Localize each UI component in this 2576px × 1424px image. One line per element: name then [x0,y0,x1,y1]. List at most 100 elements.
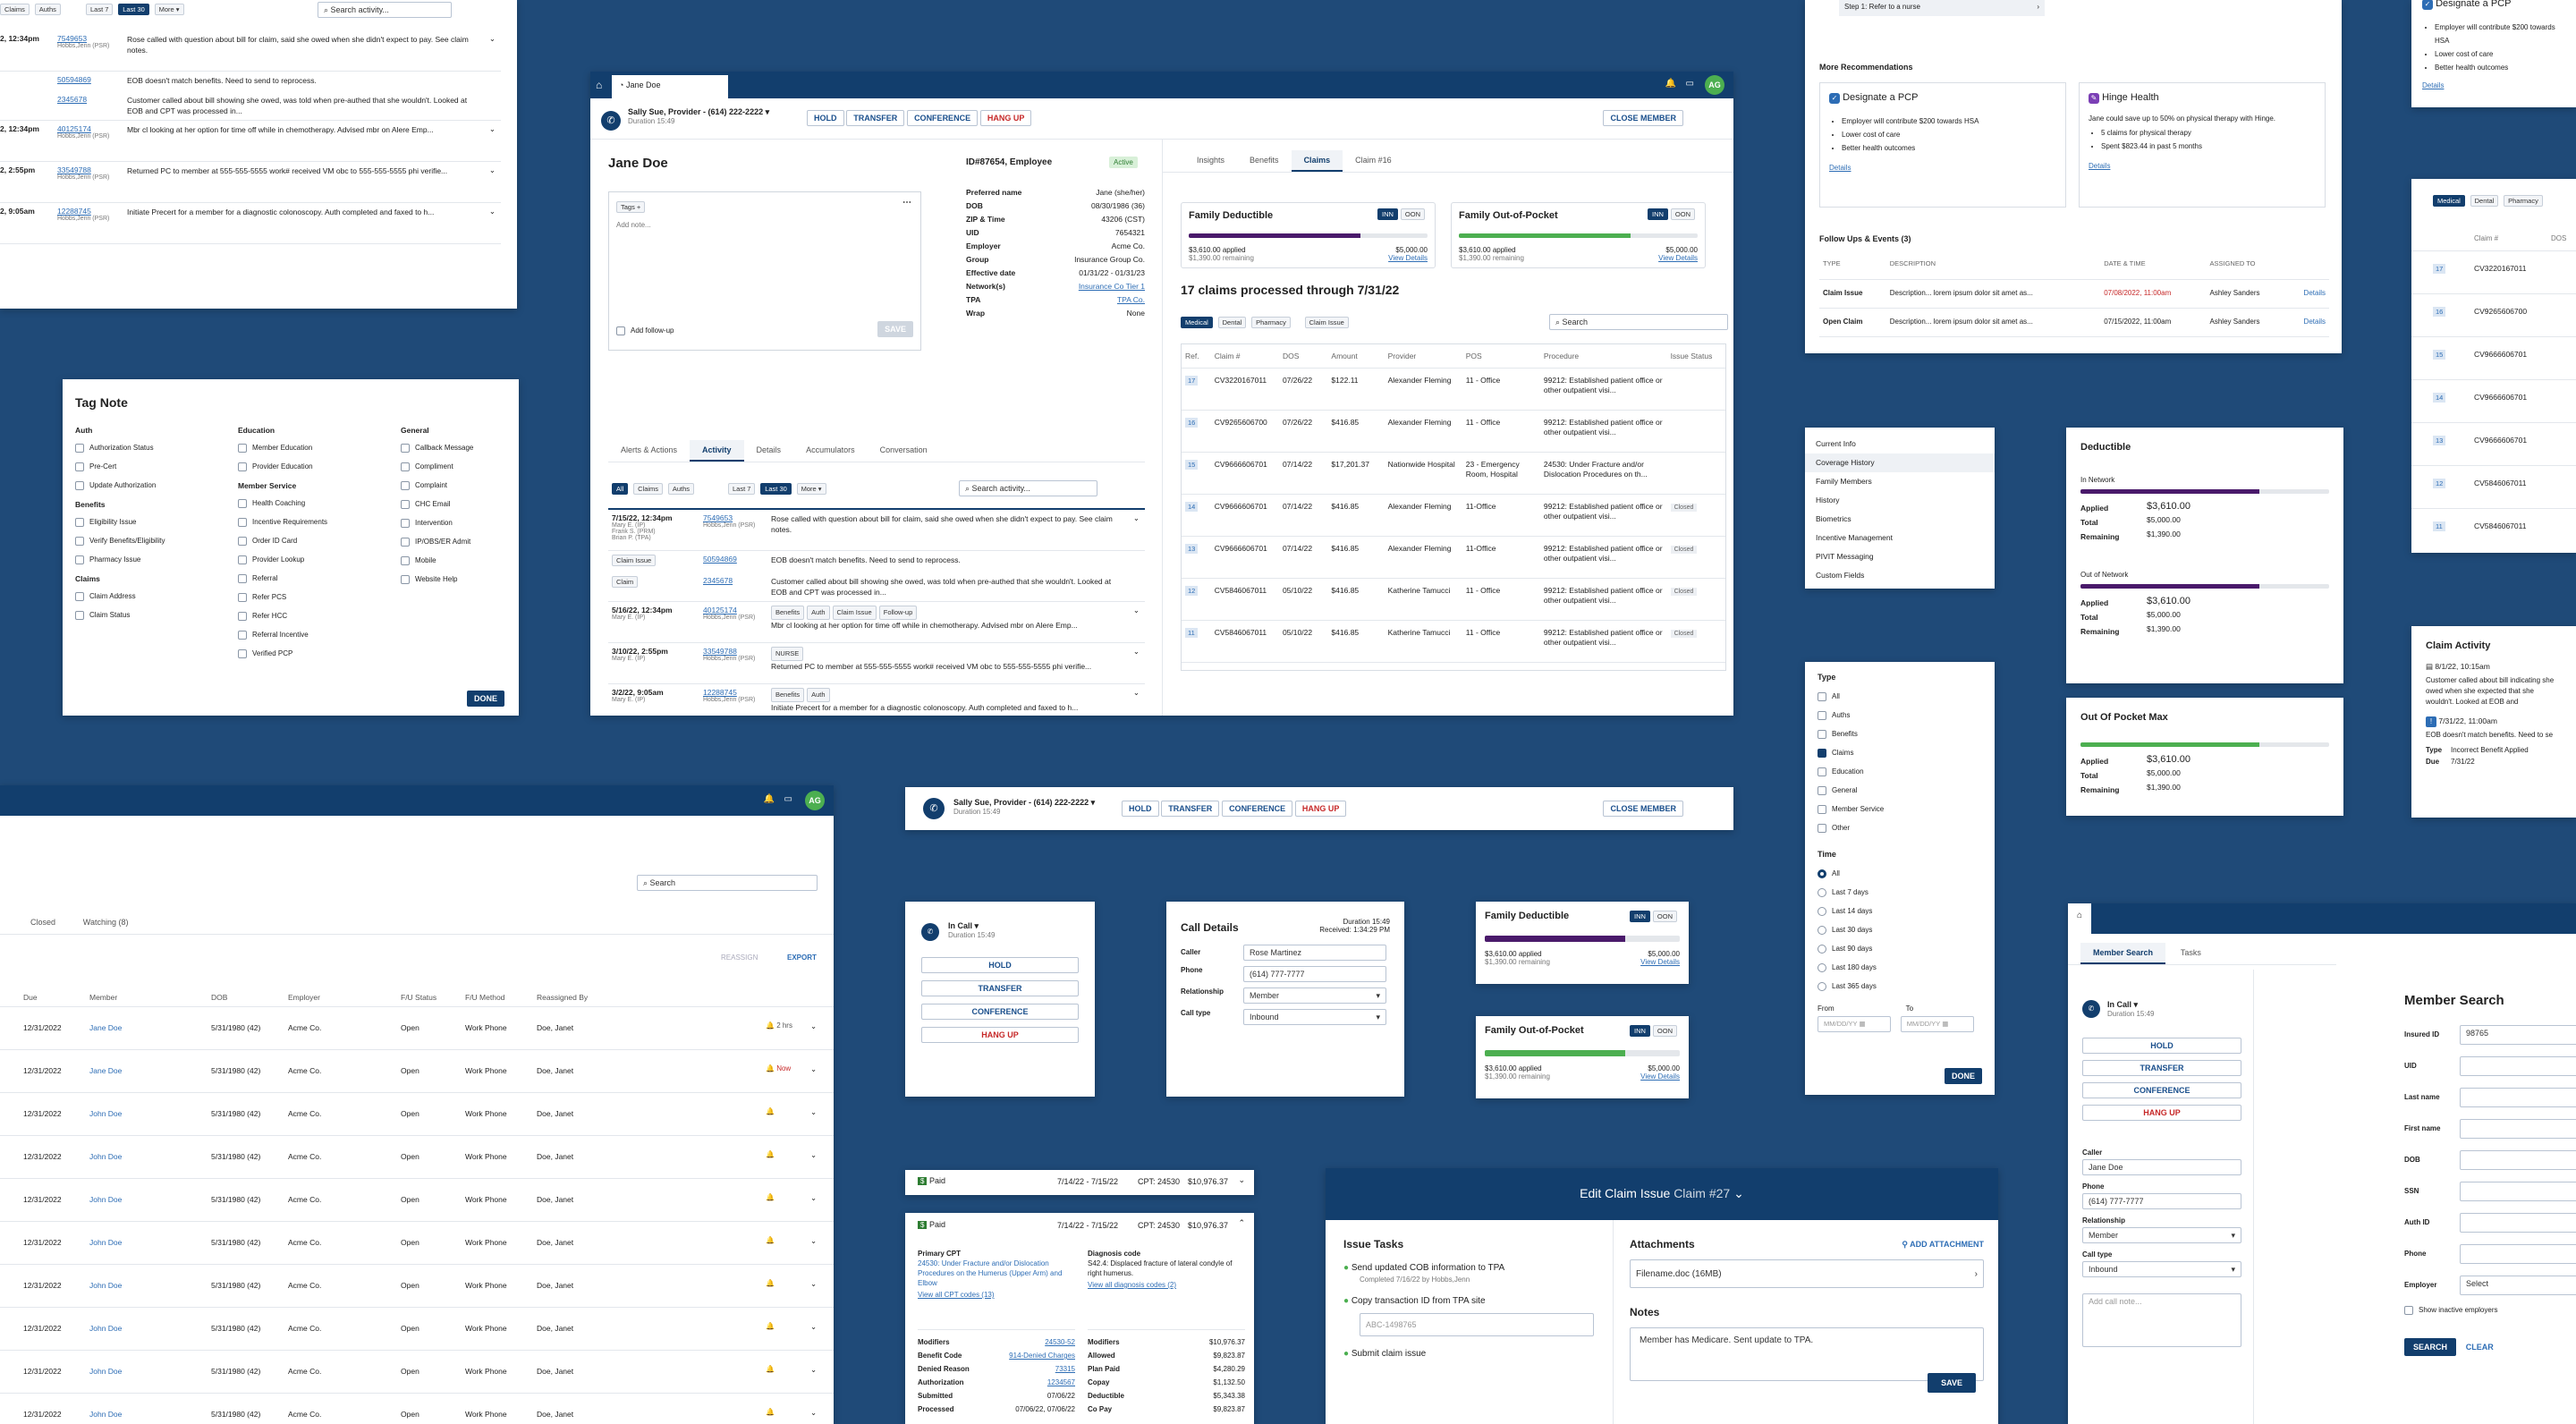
claim-row[interactable]: 15 CV9666606701 07/14/22 $17,201.37 Nationwi… [1182,452,1725,494]
followup-checkbox[interactable] [616,326,625,335]
conference-button[interactable]: CONFERENCE [921,1004,1079,1020]
tag-option[interactable]: CHC Email [401,495,519,513]
type-option[interactable]: Auths [1818,706,1982,725]
worklist-search-input[interactable]: ⌕ Search [637,875,818,891]
tag-checkbox[interactable] [238,592,247,602]
ref-link[interactable]: 40125174 [703,606,737,615]
worklist-row[interactable]: 12/31/2022 John Doe 5/31/1980 (42) Acme Co.… [0,1308,834,1351]
followup-row[interactable]: Claim Issue Description... lorem ipsum do… [1819,279,2329,308]
bell-icon[interactable]: 🔔 [763,794,775,804]
paid-claim-collapsed[interactable]: $ Paid 7/14/22 - 7/15/22 CPT: 24530 $10,… [905,1170,1254,1195]
oon-toggle[interactable]: OON [1652,911,1677,922]
range-last30[interactable]: Last 30 [118,4,149,15]
tag-option[interactable]: Authorization Status [75,438,227,457]
ref-link[interactable]: 2345678 [57,95,88,104]
hangup-button[interactable]: HANG UP [1294,801,1347,817]
tag-checkbox[interactable] [238,443,247,453]
chevron-down-icon[interactable]: ⌄ [1132,647,1140,656]
tag-option[interactable]: Provider Lookup [238,550,390,569]
tab-pharmacy[interactable]: Pharmacy [2504,195,2543,207]
tag-option[interactable]: Provider Education [238,457,390,476]
search-field-input[interactable] [2460,1213,2576,1233]
all-cpt-link[interactable]: View all CPT codes (13) [918,1291,995,1299]
notes-textarea[interactable]: Member has Medicare. Sent update to TPA.… [1630,1327,1984,1393]
time-radio[interactable] [1818,925,1826,935]
filter-auths[interactable]: Auths [667,483,695,495]
search-field-input[interactable] [2460,1056,2576,1076]
filter-claims[interactable]: Claims [633,483,664,495]
view-details-link[interactable]: View Details [1658,254,1698,262]
tag-checkbox[interactable] [401,518,410,528]
tag-checkbox[interactable] [238,648,247,658]
activity-item[interactable]: 2, 12:34pm 7549653 Hobbs,Jenn (PSR) Rose ca… [0,30,501,72]
save-button[interactable]: SAVE [1928,1373,1976,1393]
tab-member-search[interactable]: Member Search [2080,943,2166,964]
tag-checkbox[interactable] [75,480,84,490]
type-checkbox[interactable] [1818,804,1826,814]
tag-checkbox[interactable] [238,611,247,621]
type-checkbox[interactable] [1818,710,1826,720]
filter-claims[interactable]: Claims [0,4,30,15]
chevron-down-icon[interactable]: ⌄ [810,1193,818,1202]
chevron-down-icon[interactable]: ⌄ [810,1021,818,1030]
tab-tasks[interactable]: Tasks [2180,948,2201,957]
tag-checkbox[interactable] [401,574,410,584]
tag-option[interactable]: Callback Message [401,438,519,457]
call-type-select[interactable]: Inbound ▾ [1243,1009,1386,1025]
tab-claims[interactable]: Claims [1291,150,1343,172]
worklist-row[interactable]: 12/31/2022 John Doe 5/31/1980 (42) Acme Co.… [0,1179,834,1222]
close-member-button[interactable]: CLOSE MEMBER [1603,110,1683,126]
avatar[interactable]: AG [1705,75,1724,95]
claim-row[interactable]: 17 CV3220167011 07/26/22 $122.11 Alexander F… [1182,368,1725,410]
ref-link[interactable]: 50594869 [57,75,91,84]
inactive-checkbox[interactable] [2404,1306,2413,1315]
chevron-down-icon[interactable]: ⌄ [810,1064,818,1073]
tag-option[interactable]: Update Authorization [75,476,227,495]
chevron-down-icon[interactable]: ⌄ [810,1365,818,1374]
view-details-link[interactable]: View Details [1388,254,1428,262]
tab-dental[interactable]: Dental [2470,195,2499,207]
conference-button[interactable]: CONFERENCE [907,110,979,126]
activity-item[interactable]: 3/10/22, 2:55pm Mary E. (IP) 33549788 Hobbs… [608,643,1145,684]
time-option[interactable]: Last 90 days [1818,939,1982,958]
tab-activity[interactable]: Activity [690,440,744,462]
caller-field[interactable]: Rose Martinez [1243,945,1386,961]
monitor-icon[interactable]: ▭ [784,794,792,804]
time-option[interactable]: All [1818,864,1982,883]
tag-checkbox[interactable] [401,480,410,490]
search-field-input[interactable] [2460,1150,2576,1170]
time-radio[interactable] [1818,869,1826,878]
ref-link[interactable]: 33549788 [703,647,737,656]
nav-item[interactable]: History [1816,496,1840,504]
home-icon[interactable]: ⌂ [596,79,603,91]
inn-toggle[interactable]: INN [1647,208,1668,220]
worklist-row[interactable]: 12/31/2022 John Doe 5/31/1980 (42) Acme Co.… [0,1265,834,1308]
bell-icon[interactable]: 🔔 [766,1193,775,1201]
tag-option[interactable]: Member Education [238,438,390,457]
time-radio[interactable] [1818,944,1826,954]
avatar[interactable]: AG [805,791,825,810]
tab-benefits[interactable]: Benefits [1250,156,1279,165]
time-option[interactable]: Last 14 days [1818,902,1982,920]
tag-checkbox[interactable] [75,536,84,546]
chevron-down-icon[interactable]: ⌄ [1132,513,1140,522]
time-radio[interactable] [1818,981,1826,991]
chevron-up-icon[interactable]: ⌃ [1238,1218,1245,1227]
activity-item[interactable]: 3/2/22, 9:05am Mary E. (IP) 12288745 Hobbs,… [608,684,1145,716]
ref-link[interactable]: 7549653 [57,34,88,43]
range-last7[interactable]: Last 7 [728,483,756,495]
inn-toggle[interactable]: INN [1377,208,1398,220]
tag-checkbox[interactable] [401,555,410,565]
type-option[interactable]: All [1818,687,1982,706]
filter-auths[interactable]: Auths [34,4,61,15]
worklist-row[interactable]: 12/31/2022 John Doe 5/31/1980 (42) Acme Co.… [0,1222,834,1265]
type-option[interactable]: Claims [1818,743,1982,762]
chevron-down-icon[interactable]: ⌄ [810,1408,818,1417]
tag-checkbox[interactable] [75,591,84,601]
claim-row[interactable]: 12 CV5846067011 [2411,465,2576,508]
tag-option[interactable]: Complaint [401,476,519,495]
claim-row[interactable]: 16 CV9265606700 [2411,293,2576,336]
claim-row[interactable]: 13 CV9666606701 [2411,422,2576,465]
more-dropdown[interactable]: More ▾ [796,483,826,495]
tag-option[interactable]: Claim Address [75,587,227,606]
